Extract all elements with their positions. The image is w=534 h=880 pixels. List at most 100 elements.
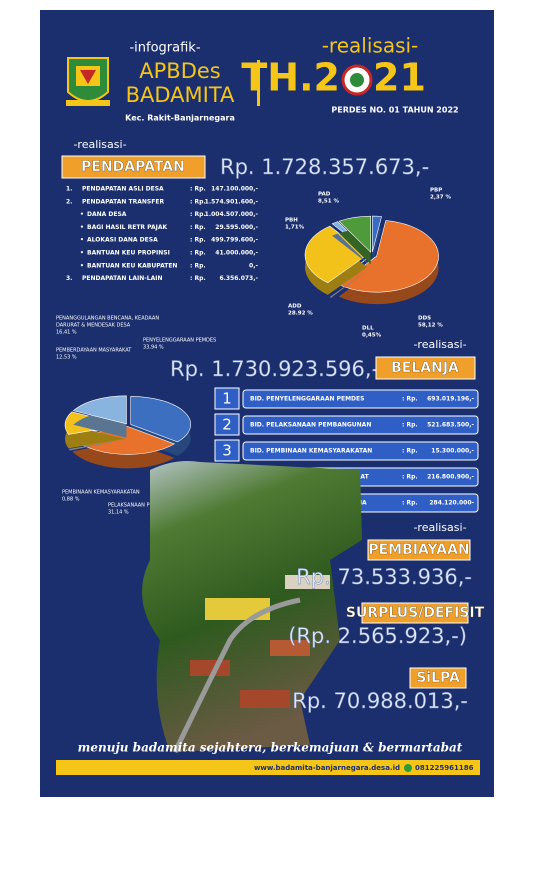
- section-title: PENDAPATAN: [81, 159, 185, 175]
- row-label: PENDAPATAN ASLI DESA: [82, 186, 164, 193]
- title: BADAMITA: [126, 83, 235, 107]
- row-number-box: [214, 413, 240, 436]
- whatsapp-icon: [404, 764, 412, 772]
- row-bar: [242, 415, 479, 435]
- pie-slice: [372, 215, 382, 253]
- pie-label: PBP: [430, 188, 442, 194]
- divider: [257, 60, 260, 106]
- pie-value-label: 12,53 %: [56, 355, 77, 361]
- row-value: 6.356.073,-: [219, 275, 258, 282]
- row-number: 1: [222, 390, 232, 408]
- pie-value-label: 8,51 %: [318, 199, 339, 205]
- row-rp: : Rp.: [402, 474, 418, 481]
- kicker: -realisasi-: [413, 521, 466, 534]
- pie-slice: [72, 395, 127, 425]
- pie-slice: [130, 396, 191, 443]
- row-value: 284.120.000-: [429, 500, 474, 507]
- pie-label: PAD: [318, 192, 331, 198]
- row-number: 3: [222, 442, 232, 460]
- pie-value-label: 2,37 %: [430, 195, 451, 201]
- pie-slice: [304, 225, 368, 284]
- footer-bar: [56, 760, 480, 775]
- row-number: 2: [222, 416, 232, 434]
- row-label: BAGI HASIL RETR PAJAK: [87, 224, 167, 231]
- pie-label: PENYELENGGARAAN PEMDES: [143, 338, 216, 344]
- row-value: 15.300.000,-: [431, 448, 474, 455]
- pie-slice: [338, 220, 439, 293]
- row-rp: : Rp.: [402, 448, 418, 455]
- pie-label: PENANGGULANGAN BENCANA, KEADAAN: [56, 316, 159, 322]
- pie-slice-side: [329, 269, 369, 298]
- total: Rp. 1.728.357.673,-: [220, 155, 429, 179]
- row-value: 499.799.600,-: [211, 237, 258, 244]
- perdes: PERDES NO. 01 TAHUN 2022: [331, 106, 458, 115]
- amount: (Rp. 2.565.923,-): [288, 624, 467, 648]
- pie-label: DLL: [362, 326, 374, 332]
- kicker: -realisasi-: [73, 138, 126, 151]
- row-number: •: [80, 237, 84, 244]
- row-number: •: [80, 250, 84, 257]
- row-rp: : Rp.: [190, 237, 206, 244]
- row-value: 216.800.900,-: [427, 474, 474, 481]
- pie-slice: [338, 215, 371, 253]
- pie-label: DDS: [418, 316, 431, 322]
- amount: Rp. 70.988.013,-: [292, 689, 468, 713]
- row-bar: [242, 389, 479, 409]
- row-number-box: [214, 439, 240, 462]
- realisasi: -realisasi-: [322, 34, 419, 58]
- pie-label: DARURAT & MENDESAK DESA: [56, 323, 131, 329]
- row-number: 2.: [66, 198, 72, 205]
- row-rp: : Rp.: [402, 396, 418, 403]
- row-value: 29.595.000,-: [215, 224, 258, 231]
- pie-value-label: 31,14 %: [108, 510, 129, 516]
- year: TH.2: [241, 56, 340, 100]
- pie-value-label: 0,88 %: [62, 497, 80, 503]
- amount: Rp. 73.533.936,-: [296, 565, 472, 589]
- row-number: 3.: [66, 275, 72, 282]
- row-label: BID. PEMBINAAN KEMASYARAKATAN: [250, 448, 372, 455]
- pie-value-label: 28.92 %: [288, 311, 313, 317]
- section-title: BELANJA: [391, 360, 459, 376]
- row-value: 693.019.196,-: [427, 396, 474, 403]
- title: APBDes: [139, 59, 220, 83]
- row-number: 1.: [66, 186, 72, 193]
- row-number: •: [80, 211, 84, 218]
- section-box: [61, 155, 206, 179]
- phone: 081225961186: [415, 764, 474, 772]
- pie-slice-side: [332, 233, 370, 265]
- location: Kec. Rakit-Banjarnegara: [125, 114, 235, 123]
- photo: [142, 461, 362, 754]
- section-title: PEMBIAYAAN: [368, 542, 469, 558]
- row-rp: : Rp.: [190, 275, 206, 282]
- tagline: menuju badamita sejahtera, berkemajuan &…: [78, 741, 463, 755]
- section-box: [409, 667, 467, 689]
- row-rp: : Rp.: [190, 262, 206, 269]
- kicker: -realisasi-: [413, 338, 466, 351]
- row-label: DANA DESA: [87, 211, 127, 218]
- section-box: [367, 539, 471, 561]
- pie-value-label: 0,45%: [362, 333, 382, 339]
- row-label: ALOKASI DANA DESA: [87, 237, 158, 244]
- pie-label: PEMBINAAN KEMASYARAKATAN: [62, 490, 140, 496]
- section-box: [375, 356, 476, 380]
- pie-value-label: 58,12 %: [418, 323, 443, 329]
- row-label: BANTUAN KEU PROPINSI: [87, 250, 170, 257]
- pie-label: PELAKSANAAN PEMBANGUNAN: [108, 503, 186, 509]
- row-value: 41.000.000,-: [215, 250, 258, 257]
- pie-slice-side: [68, 439, 126, 451]
- row-number: •: [80, 262, 84, 269]
- row-label: BANTUAN KEU KABUPATEN: [87, 262, 177, 269]
- pie-value-label: 1,71%: [285, 225, 305, 231]
- row-number: •: [80, 224, 84, 231]
- pie-value-label: 33,94 %: [143, 345, 164, 351]
- row-rp: : Rp.: [190, 211, 206, 218]
- section-title: SiLPA: [416, 670, 460, 686]
- total: Rp. 1.730.923.596,-: [170, 357, 379, 381]
- year-emblem: [350, 73, 364, 87]
- row-label: PENDAPATAN LAIN-LAIN: [82, 275, 162, 282]
- pie-label: ADD: [288, 304, 302, 310]
- row-rp: : Rp.: [402, 500, 418, 507]
- row-rp: : Rp.: [190, 198, 206, 205]
- row-value: 0,-: [249, 262, 258, 269]
